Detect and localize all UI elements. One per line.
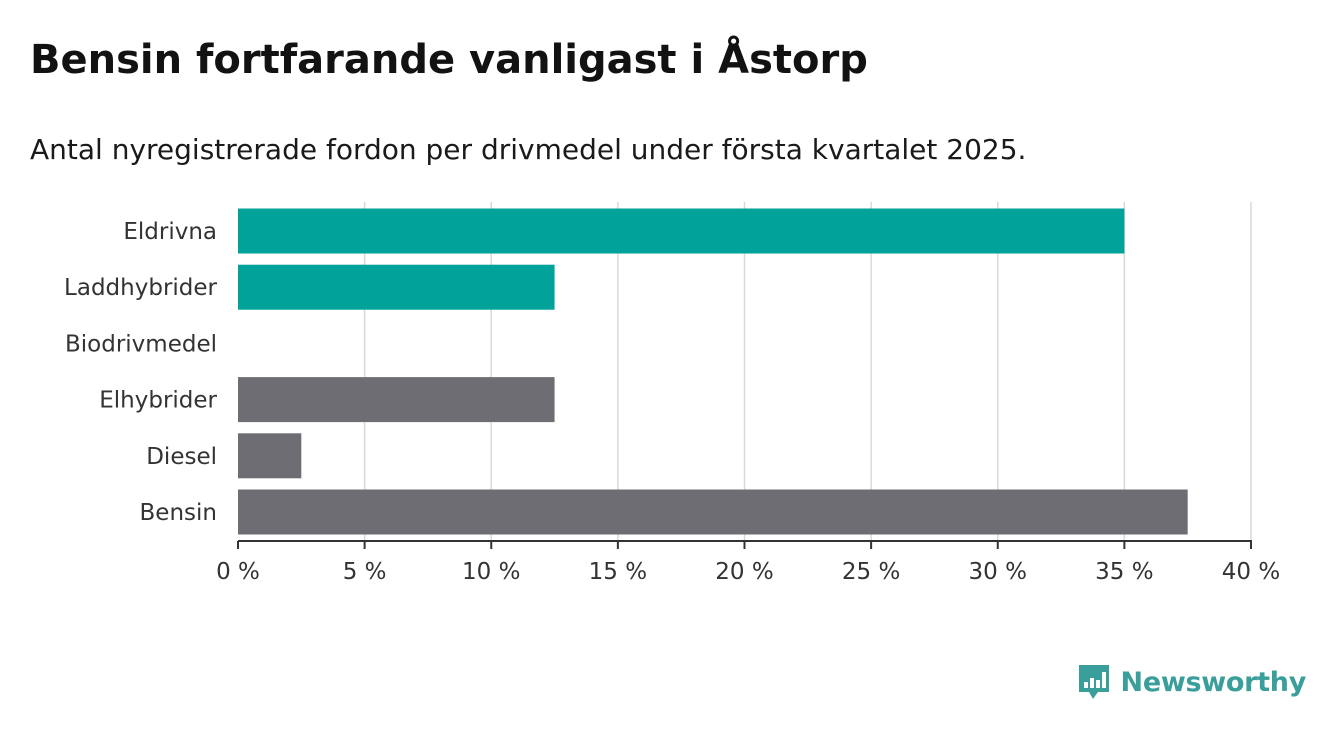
category-label: Eldrivna: [123, 219, 217, 245]
x-tick-label: 0 %: [216, 559, 260, 585]
bar-bensin: [238, 489, 1188, 535]
chart-subtitle: Antal nyregistrerade fordon per drivmede…: [30, 133, 1027, 166]
brand-name: Newsworthy: [1120, 666, 1307, 698]
x-tick-label: 10 %: [462, 559, 520, 585]
x-tick-label: 15 %: [589, 559, 647, 585]
category-label: Diesel: [146, 444, 217, 470]
newsworthy-logo-icon: [1078, 665, 1109, 699]
category-label: Bensin: [140, 500, 217, 526]
category-label: Biodrivmedel: [65, 331, 217, 357]
bar-elhybrider: [238, 377, 555, 423]
newsworthy-logo: Newsworthy: [1077, 662, 1306, 702]
x-tick-label: 5 %: [343, 559, 387, 585]
bars: [238, 208, 1188, 535]
bar-eldrivna: [238, 208, 1125, 254]
bar-laddhybrider: [238, 264, 555, 310]
category-label: Laddhybrider: [64, 275, 217, 301]
chart-title: Bensin fortfarande vanligast i Åstorp: [30, 37, 868, 83]
x-tick-label: 30 %: [969, 559, 1027, 585]
bar-diesel: [238, 433, 302, 479]
x-tick-label: 20 %: [715, 559, 773, 585]
gridlines: [363, 202, 1252, 541]
x-tick-label: 25 %: [842, 559, 900, 585]
x-axis: 0 % 5 % 10 % 15 % 20 % 25 % 30 % 35 % 40 %: [216, 540, 1280, 585]
category-label: Elhybrider: [99, 388, 217, 414]
x-tick-label: 35 %: [1095, 559, 1153, 585]
category-labels: Eldrivna Laddhybrider Biodrivmedel Elhybrid…: [64, 219, 217, 526]
x-tick-label: 40 %: [1222, 559, 1280, 585]
